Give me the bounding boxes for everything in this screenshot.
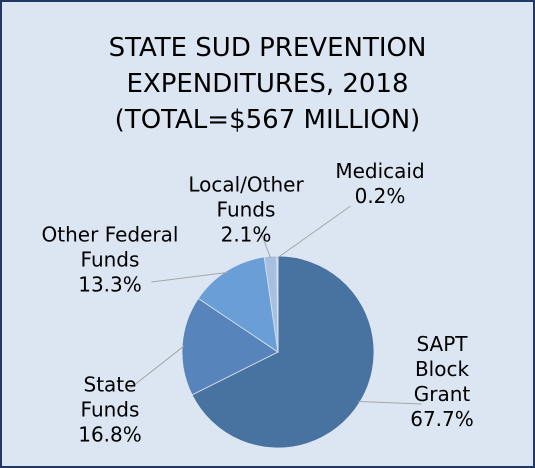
slice-label: Local/Other Funds 2.1% (181, 173, 311, 248)
leader-line (260, 231, 272, 259)
leader-line (151, 271, 228, 283)
category-label: Other Federal Funds (41, 222, 179, 272)
value-label: 16.8% (78, 422, 142, 447)
category-label: SAPT Block Grant (413, 332, 471, 406)
category-label: State Funds (80, 372, 140, 422)
chart-title: STATE SUD PREVENTION EXPENDITURES, 2018 … (108, 33, 427, 135)
leader-line (357, 400, 422, 405)
value-label: 13.3% (78, 272, 142, 297)
pie-slice (191, 255, 375, 449)
pie-slice (181, 297, 279, 396)
value-label: 67.7% (410, 407, 474, 431)
category-label: Local/Other Funds (188, 172, 304, 222)
slice-label: State Funds 16.8% (70, 373, 150, 448)
slice-label: SAPT Block Grant 67.7% (402, 332, 482, 432)
leader-line (277, 205, 351, 259)
value-label: 2.1% (220, 222, 272, 247)
slice-label: Other Federal Funds 13.3% (35, 223, 185, 298)
slice-label: Medicaid 0.2% (325, 159, 435, 209)
value-label: 0.2% (354, 184, 406, 208)
leader-line (130, 345, 185, 389)
pie-slice (276, 255, 279, 353)
category-label: Medicaid (335, 159, 425, 183)
pie-slice (197, 256, 279, 353)
